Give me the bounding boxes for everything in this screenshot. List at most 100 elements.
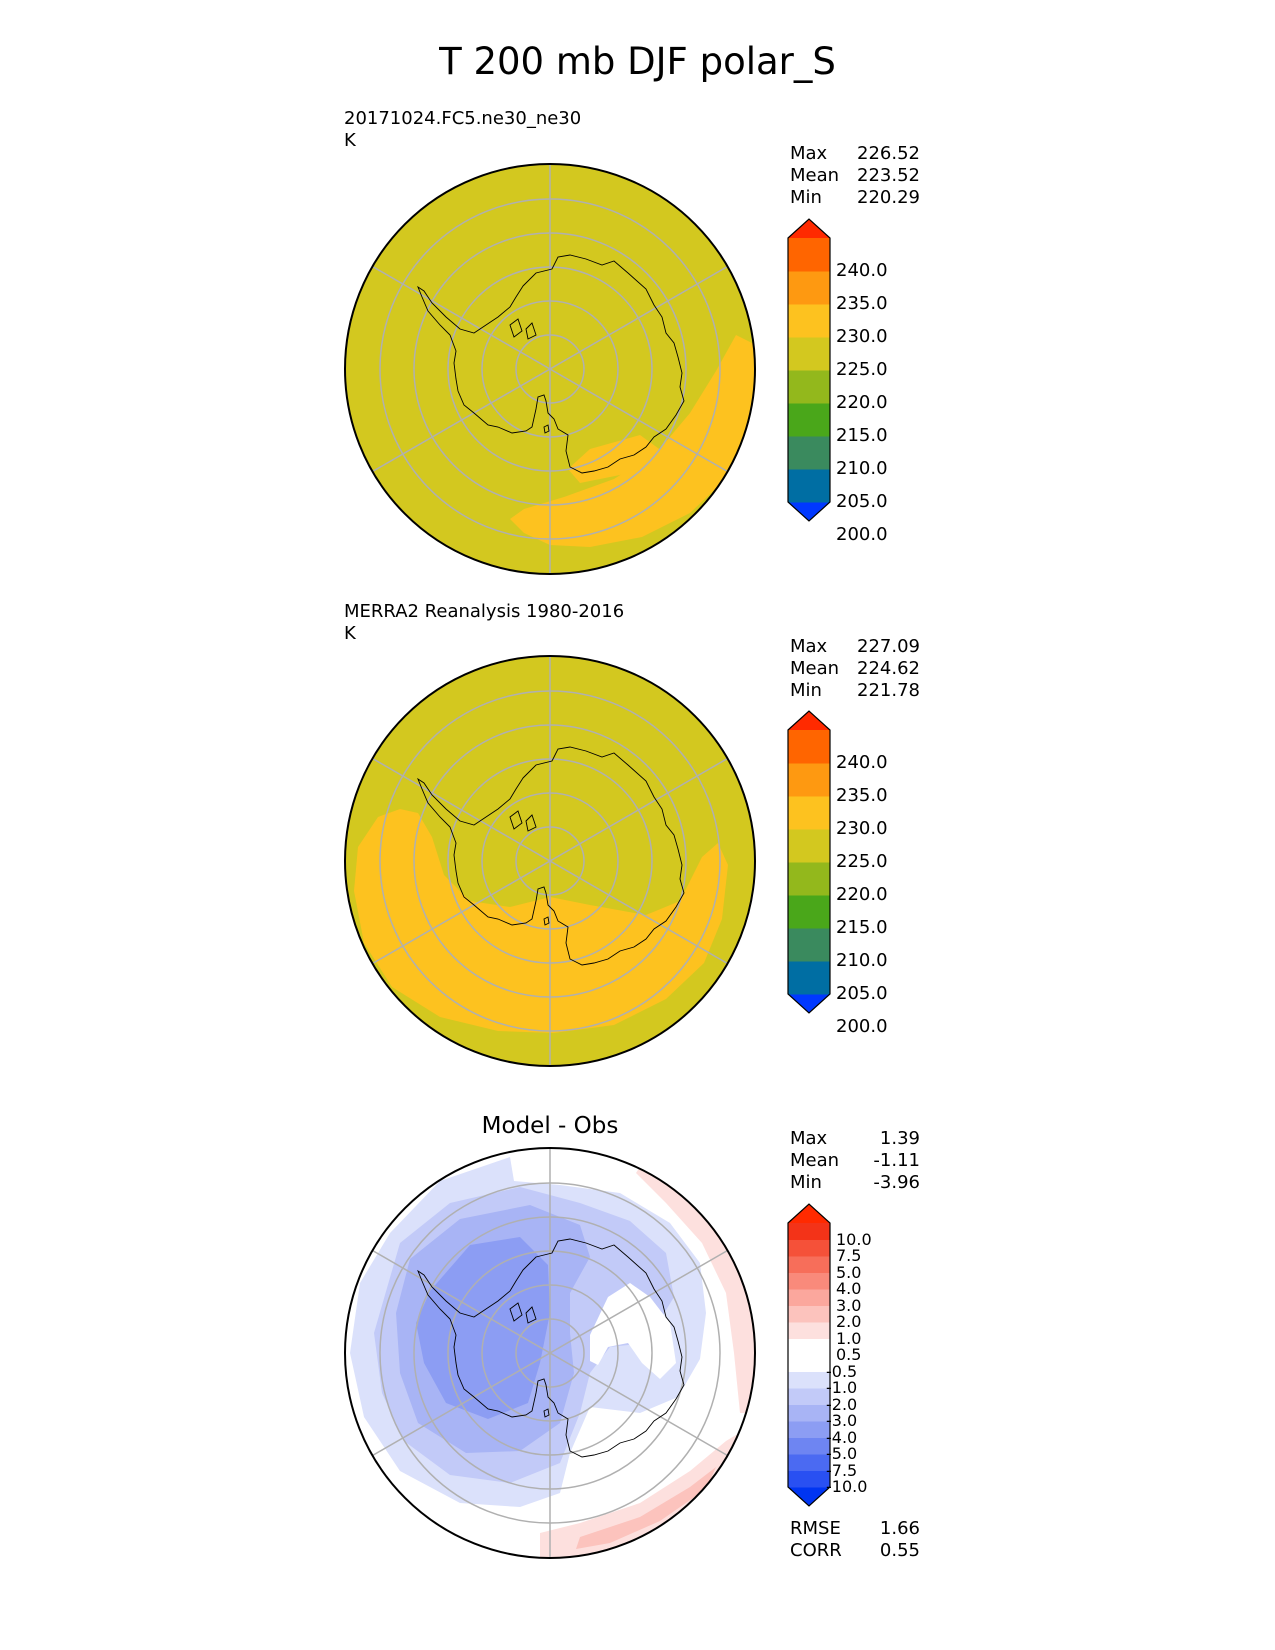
- colorbar-extend-top: [788, 711, 830, 730]
- colorbar-tick-label: 240.0: [836, 260, 888, 282]
- colorbar-tick-label: -0.5: [826, 1361, 858, 1381]
- colorbar-segment: [788, 928, 830, 962]
- colorbar-tick-label: 240.0: [836, 752, 888, 774]
- colorbar-segment: [788, 403, 830, 437]
- panel2-min-label: Min: [790, 680, 822, 701]
- colorbar-tick-label: 200.0: [836, 524, 888, 546]
- panel3-max-label: Max: [790, 1128, 828, 1149]
- colorbar-segment: [788, 1404, 830, 1422]
- panel2-label: MERRA2 Reanalysis 1980-2016 K: [344, 601, 624, 645]
- panel2-stats: Max 227.09 Mean 224.62 Min 221.78: [790, 636, 920, 702]
- corr-value: 0.55: [879, 1540, 920, 1561]
- colorbar-segment: [788, 469, 830, 503]
- colorbar-tick-label: 225.0: [836, 851, 888, 873]
- colorbar-tick-label: 2.0: [836, 1312, 862, 1332]
- rmse-label: RMSE: [790, 1518, 841, 1539]
- panel1-mean-value: 223.52: [857, 165, 920, 186]
- colorbar-tick-label: 210.0: [836, 950, 888, 972]
- corr-label: CORR: [790, 1540, 842, 1561]
- panel2-max-label: Max: [790, 636, 828, 657]
- colorbar-tick-label: -5.0: [826, 1444, 858, 1464]
- colorbar-segment: [788, 1470, 830, 1488]
- colorbar-tick-label: 235.0: [836, 293, 888, 315]
- colorbar-segment: [788, 1223, 830, 1240]
- colorbar-tick-label: 5.0: [836, 1262, 862, 1282]
- colorbar-tick-label: 235.0: [836, 785, 888, 807]
- colorbar-tick-label: 205.0: [836, 491, 888, 513]
- colorbar-segment: [788, 304, 830, 338]
- colorbar-tick-label: 0.5: [836, 1345, 862, 1365]
- colorbar-tick-label: 7.5: [836, 1246, 862, 1266]
- panel1-polar-map: [344, 163, 756, 575]
- panel2-dataset-name: MERRA2 Reanalysis 1980-2016: [344, 601, 625, 622]
- colorbar-segment: [788, 370, 830, 404]
- panel2-max-value: 227.09: [857, 636, 920, 657]
- colorbar-segment: [788, 730, 830, 764]
- colorbar-segment: [788, 763, 830, 797]
- panel3-colorbar: [787, 1203, 831, 1507]
- panel1-colorbar-ticks: 240.0 235.0 230.0 225.0 220.0 215.0 210.0 205.0…: [836, 218, 916, 545]
- colorbar-tick-label: -2.0: [826, 1394, 858, 1414]
- colorbar-tick-label: -1.0: [826, 1378, 858, 1398]
- colorbar-segment: [788, 829, 830, 863]
- colorbar-tick-label: 4.0: [836, 1279, 862, 1299]
- colorbar-tick-label: 1.0: [836, 1328, 862, 1348]
- colorbar-segment: [788, 337, 830, 371]
- colorbar-segment: [788, 796, 830, 830]
- panel3-min-value: -3.96: [873, 1172, 920, 1193]
- panel2-min-value: 221.78: [857, 680, 920, 701]
- panel1-min-label: Min: [790, 187, 822, 208]
- panel3-region-white-pocket: [590, 1283, 676, 1379]
- panel2-mean-label: Mean: [790, 658, 840, 679]
- panel1-max-label: Max: [790, 143, 828, 164]
- colorbar-extend-top: [788, 1204, 830, 1223]
- colorbar-tick-label: 230.0: [836, 326, 888, 348]
- panel2-colorbar-ticks: 240.0 235.0 230.0 225.0 220.0 215.0 210.0 205.0…: [836, 710, 916, 1037]
- colorbar-segment: [788, 1305, 830, 1323]
- panel3-min-label: Min: [790, 1172, 822, 1193]
- colorbar-tick-label: 200.0: [836, 1016, 888, 1038]
- panel3-colorbar-ticks: 10.0 7.5 5.0 4.0 3.0 2.0 1.0 0.5 -0.5 -1.0 -2.0 -3.…: [826, 1203, 916, 1507]
- panel3-mean-label: Mean: [790, 1150, 840, 1171]
- panel3-polar-map: [344, 1147, 756, 1559]
- colorbar-tick-label: -4.0: [826, 1427, 858, 1447]
- rmse-value: 1.66: [879, 1518, 920, 1539]
- colorbar-segment: [788, 1454, 830, 1471]
- colorbar-tick-label: 215.0: [836, 917, 888, 939]
- panel3-max-value: 1.39: [879, 1128, 920, 1149]
- colorbar-segment: [788, 961, 830, 995]
- colorbar-segment: [788, 862, 830, 896]
- colorbar-segment: [788, 1371, 830, 1389]
- colorbar-segment: [788, 1421, 830, 1438]
- colorbar-tick-label: 205.0: [836, 983, 888, 1005]
- panel2-mean-value: 224.62: [857, 658, 920, 679]
- colorbar-segment: [788, 1289, 830, 1306]
- colorbar-segment: [788, 1355, 830, 1372]
- colorbar-tick-label: 220.0: [836, 884, 888, 906]
- colorbar-segment: [788, 1256, 830, 1273]
- panel1-colorbar: [787, 218, 831, 522]
- colorbar-tick-label: 3.0: [836, 1295, 862, 1315]
- colorbar-segment: [788, 1388, 830, 1405]
- panel2-units: K: [344, 623, 356, 644]
- colorbar-extend-bottom: [788, 994, 830, 1013]
- panel2-colorbar: [787, 710, 831, 1014]
- panel1-max-value: 226.52: [857, 143, 920, 164]
- colorbar-tick-label: 225.0: [836, 359, 888, 381]
- colorbar-tick-label: -7.5: [826, 1460, 858, 1480]
- colorbar-segment: [788, 1338, 830, 1356]
- colorbar-tick-label: 215.0: [836, 425, 888, 447]
- colorbar-tick-label: 230.0: [836, 818, 888, 840]
- panel3-metrics: RMSE 1.66 CORR 0.55: [790, 1518, 920, 1562]
- panel3-mean-value: -1.11: [873, 1150, 920, 1171]
- colorbar-extend-bottom: [788, 1487, 830, 1506]
- colorbar-tick-label: 10.0: [836, 1229, 872, 1249]
- panel1-label: 20171024.FC5.ne30_ne30 K: [344, 108, 581, 152]
- colorbar-tick-label: 220.0: [836, 392, 888, 414]
- panel3-region-plus-south-inner: [576, 1467, 716, 1549]
- panel3-title: Model - Obs: [481, 1113, 619, 1139]
- panel1-dataset-name: 20171024.FC5.ne30_ne30: [344, 108, 582, 129]
- panel1-min-value: 220.29: [857, 187, 920, 208]
- colorbar-extend-top: [788, 219, 830, 238]
- colorbar-segment: [788, 1239, 830, 1257]
